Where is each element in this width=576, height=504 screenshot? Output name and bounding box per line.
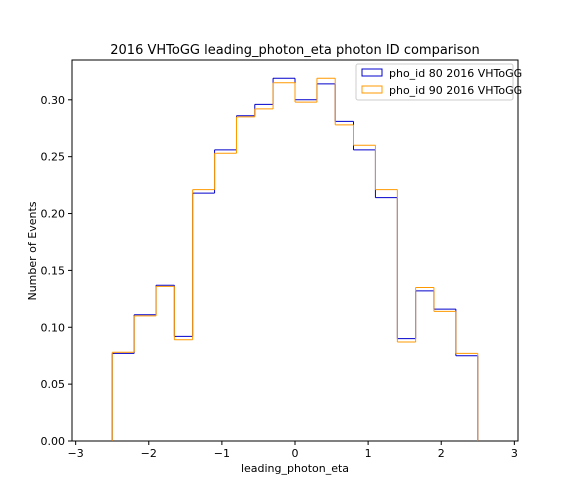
x-tick-label: −2 bbox=[141, 447, 157, 460]
y-tick-label: 0.20 bbox=[41, 208, 66, 221]
x-tick-label: −1 bbox=[214, 447, 230, 460]
y-axis-label: Number of Events bbox=[26, 201, 39, 300]
x-tick-label: −3 bbox=[68, 447, 84, 460]
y-axis: 0.00 0.05 0.10 0.15 0.20 0.25 0.30 bbox=[41, 94, 72, 448]
y-tick-label: 0.10 bbox=[41, 321, 66, 334]
y-tick-label: 0.00 bbox=[41, 435, 66, 448]
legend-swatch-pho-id-90 bbox=[361, 85, 383, 94]
series-pho-id-90 bbox=[111, 77, 479, 441]
y-tick-label: 0.05 bbox=[41, 378, 66, 391]
legend-box bbox=[355, 63, 514, 101]
legend: pho_id 80 2016 VHToGG pho_id 90 2016 VHT… bbox=[355, 63, 522, 101]
series-layer bbox=[111, 77, 479, 441]
x-tick-label: 0 bbox=[292, 447, 299, 460]
chart-title: 2016 VHToGG leading_photon_eta photon ID… bbox=[110, 43, 479, 58]
x-axis-label: leading_photon_eta bbox=[241, 462, 349, 475]
x-axis: −3 −2 −1 0 1 2 3 bbox=[68, 441, 518, 460]
legend-swatch-pho-id-80 bbox=[361, 68, 383, 77]
legend-label-pho-id-80: pho_id 80 2016 VHToGG bbox=[389, 67, 522, 80]
plot-area bbox=[71, 59, 519, 442]
legend-label-pho-id-90: pho_id 90 2016 VHToGG bbox=[389, 84, 522, 97]
x-tick-label: 2 bbox=[438, 447, 445, 460]
y-tick-label: 0.25 bbox=[41, 151, 66, 164]
x-tick-label: 3 bbox=[511, 447, 518, 460]
y-tick-label: 0.15 bbox=[41, 264, 66, 277]
y-tick-label: 0.30 bbox=[41, 94, 66, 107]
x-tick-label: 1 bbox=[365, 447, 372, 460]
